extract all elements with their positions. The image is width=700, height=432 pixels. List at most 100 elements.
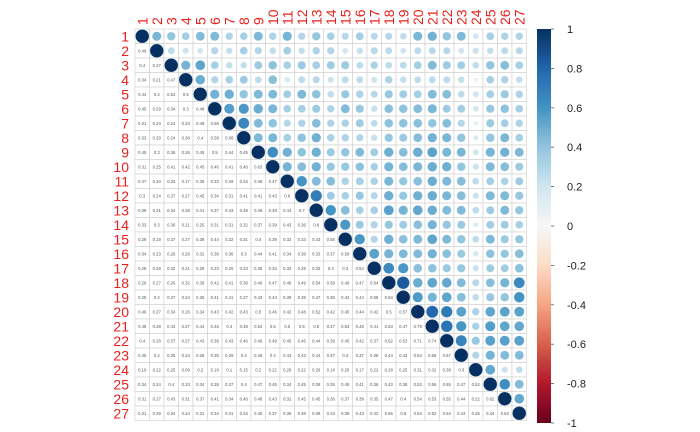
correlation-value-label: 0.29 xyxy=(225,179,234,184)
correlation-circle xyxy=(282,161,293,172)
correlation-circle xyxy=(512,406,527,421)
correlation-circle xyxy=(442,220,452,230)
correlation-circle xyxy=(428,76,436,84)
correlation-circle xyxy=(501,47,509,55)
correlation-circle xyxy=(341,32,350,41)
column-label: 22 xyxy=(439,9,455,25)
correlation-value-label: 0.27 xyxy=(153,63,162,68)
correlation-circle xyxy=(355,220,365,230)
correlation-circle xyxy=(240,61,248,69)
correlation-circle xyxy=(413,220,423,230)
correlation-circle xyxy=(500,60,510,70)
correlation-value-label: 0.42 xyxy=(341,295,350,300)
correlation-circle xyxy=(473,222,479,228)
correlation-value-label: 0.34 xyxy=(211,411,220,416)
correlation-circle xyxy=(195,74,206,85)
row-label: 1 xyxy=(121,28,129,44)
correlation-value-label: 0.38 xyxy=(370,353,379,358)
correlation-value-label: 0.4 xyxy=(197,135,203,140)
correlation-circle xyxy=(225,75,234,84)
correlation-value-label: 0.26 xyxy=(182,309,191,314)
correlation-circle xyxy=(413,104,423,114)
row-label: 9 xyxy=(121,144,129,160)
correlation-circle xyxy=(370,162,379,171)
colorbar-tick-label: -0.8 xyxy=(567,379,586,391)
correlation-circle xyxy=(413,61,422,70)
correlation-circle xyxy=(500,177,509,186)
correlation-circle xyxy=(370,32,379,41)
correlation-circle xyxy=(427,161,438,172)
row-label: 17 xyxy=(113,260,129,276)
column-label: 9 xyxy=(250,17,266,25)
correlation-circle xyxy=(370,90,379,99)
correlation-circle xyxy=(456,249,466,259)
correlation-value-label: 0.22 xyxy=(153,367,162,372)
correlation-value-label: 0.52 xyxy=(385,338,394,343)
correlation-value-label: 0.4 xyxy=(226,324,232,329)
correlation-circle xyxy=(238,103,250,115)
correlation-circle xyxy=(427,132,438,143)
correlation-value-label: 0.27 xyxy=(153,309,162,314)
correlation-circle xyxy=(297,133,307,143)
correlation-value-label: 0.27 xyxy=(167,295,176,300)
correlation-value-label: 0.25 xyxy=(167,367,176,372)
correlation-circle xyxy=(207,101,222,116)
correlation-value-label: 0.3 xyxy=(183,106,189,111)
matrix-marks: 0.46 0.4 0.27 0.34 0.21 0.47 0.44 0.2 0.53 0.5 0.4… xyxy=(135,29,527,421)
correlation-value-label: 0.6 xyxy=(313,222,319,227)
correlation-circle xyxy=(499,132,510,143)
correlation-circle xyxy=(472,33,479,40)
correlation-value-label: 0.43 xyxy=(356,411,365,416)
correlation-value-label: 0.24 xyxy=(182,411,191,416)
correlation-value-label: 0.5 xyxy=(284,324,290,329)
correlation-value-label: 0.43 xyxy=(269,193,278,198)
correlation-circle xyxy=(515,90,524,99)
correlation-value-label: 0.39 xyxy=(269,237,278,242)
correlation-value-label: 0.54 xyxy=(312,280,321,285)
correlation-value-label: 0.2 xyxy=(197,367,203,372)
correlation-circle xyxy=(284,76,291,83)
correlation-circle xyxy=(384,133,394,143)
correlation-value-label: 0.3 xyxy=(139,193,145,198)
correlation-circle xyxy=(413,118,423,128)
correlation-circle xyxy=(355,90,364,99)
correlation-circle xyxy=(472,264,480,272)
correlation-circle xyxy=(269,47,277,55)
correlation-circle xyxy=(413,263,423,273)
correlation-circle xyxy=(356,61,364,69)
correlation-circle xyxy=(472,149,479,156)
correlation-value-label: 0.21 xyxy=(182,222,191,227)
correlation-value-label: 0.46 xyxy=(298,338,307,343)
correlation-circle xyxy=(458,47,465,54)
correlation-value-label: 0.26 xyxy=(283,367,292,372)
correlation-circle xyxy=(182,47,190,55)
correlation-value-label: 0.28 xyxy=(182,208,191,213)
correlation-circle xyxy=(383,147,394,158)
correlation-value-label: 0.39 xyxy=(283,295,292,300)
correlation-circle xyxy=(515,61,524,70)
column-label: 1 xyxy=(134,17,150,25)
column-label: 12 xyxy=(294,9,310,25)
correlation-circle xyxy=(167,47,175,55)
correlation-value-label: 0.5 xyxy=(183,92,189,97)
correlation-value-label: 0.28 xyxy=(153,324,162,329)
correlation-value-label: 0.38 xyxy=(196,280,205,285)
correlation-value-label: 0.58 xyxy=(370,295,379,300)
correlation-circle xyxy=(472,134,479,141)
correlation-circle xyxy=(514,147,525,158)
correlation-circle xyxy=(251,145,266,160)
correlation-circle xyxy=(239,89,249,99)
correlation-value-label: 0.44 xyxy=(283,208,292,213)
correlation-value-label: 0.24 xyxy=(182,295,191,300)
correlation-value-label: 0.24 xyxy=(153,193,162,198)
correlation-circle xyxy=(486,90,495,99)
correlation-circle xyxy=(486,47,494,55)
correlation-value-label: 0.64 xyxy=(370,280,379,285)
correlation-circle xyxy=(310,189,323,202)
correlation-value-label: 0.33 xyxy=(167,179,176,184)
correlation-value-label: 0.27 xyxy=(182,324,191,329)
correlation-value-label: 0.37 xyxy=(167,193,176,198)
correlation-value-label: 0.32 xyxy=(196,251,205,256)
correlation-value-label: 0.41 xyxy=(254,193,263,198)
correlation-value-label: 0.33 xyxy=(182,382,191,387)
